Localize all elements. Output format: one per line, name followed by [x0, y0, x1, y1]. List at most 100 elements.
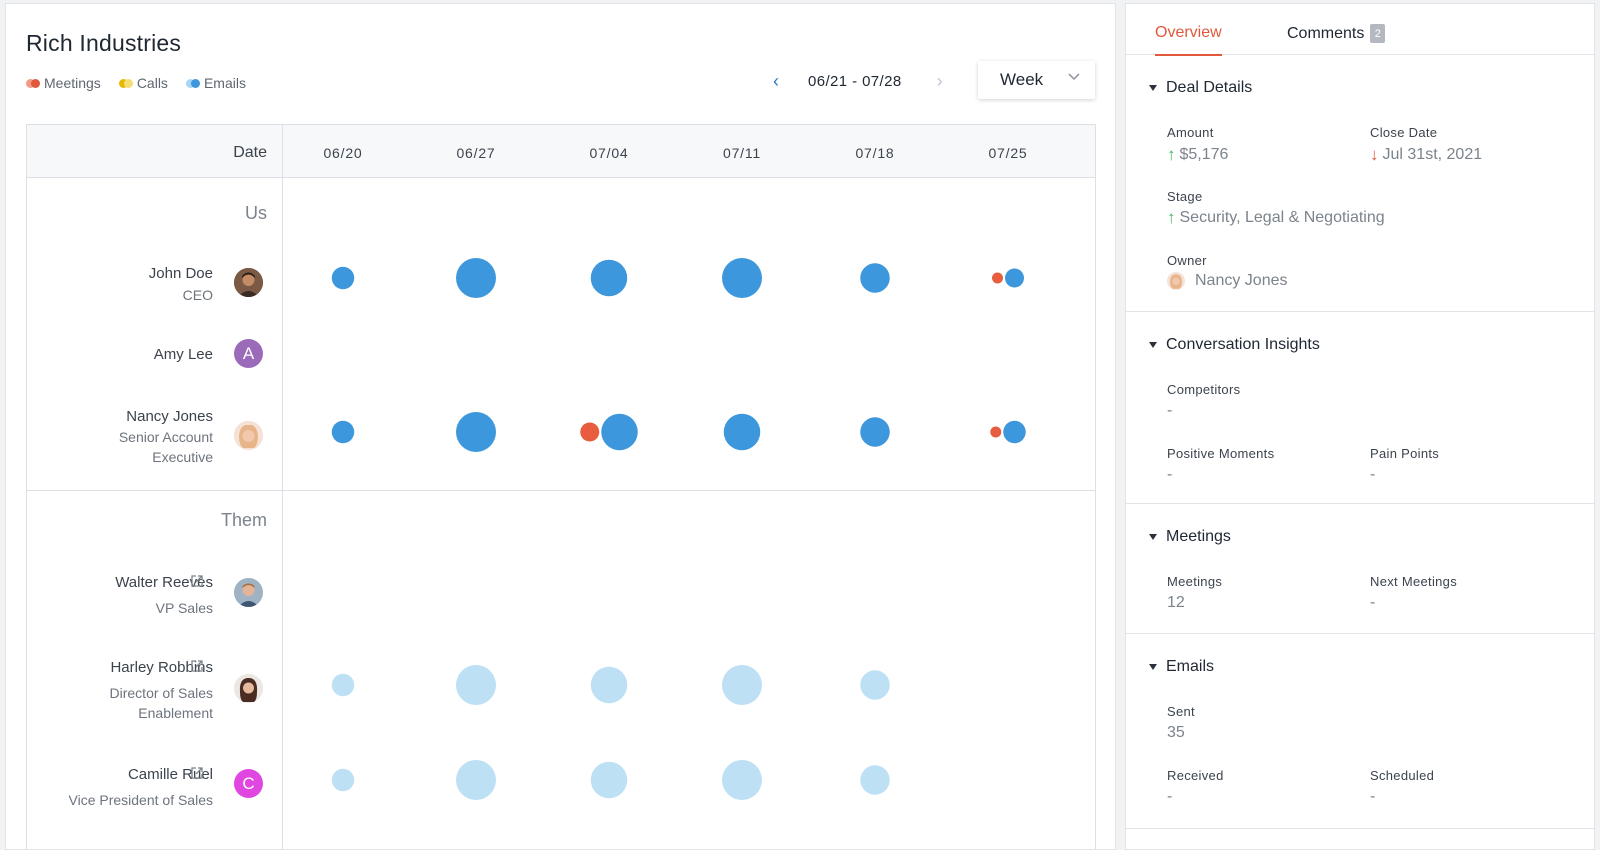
- avatar[interactable]: [234, 578, 263, 607]
- legend-meetings[interactable]: Meetings: [26, 75, 101, 91]
- owner-label: Owner: [1167, 253, 1207, 268]
- arrow-up-icon: ↑: [1167, 145, 1176, 164]
- deal-details-toggle[interactable]: Deal Details: [1149, 79, 1252, 97]
- close-date-value-text: Jul 31st, 2021: [1382, 146, 1483, 163]
- avatar[interactable]: [234, 268, 263, 297]
- period-select[interactable]: Week: [978, 61, 1095, 99]
- pain-points-value: -: [1370, 466, 1376, 483]
- grid-header: Date 06/20 06/27 07/04 07/11 07/18 07/25: [27, 125, 1095, 178]
- email-bubble[interactable]: [722, 665, 762, 705]
- avatar[interactable]: C: [234, 769, 263, 798]
- meeting-bubble[interactable]: [990, 426, 1002, 438]
- meetings-toggle[interactable]: Meetings: [1149, 528, 1231, 546]
- email-bubble[interactable]: [601, 413, 638, 451]
- tab-comments[interactable]: Comments 2: [1287, 24, 1386, 43]
- meeting-bubble[interactable]: [580, 422, 600, 442]
- person-name: Nancy Jones: [126, 408, 213, 425]
- tab-overview[interactable]: Overview: [1155, 24, 1222, 56]
- person-name: Walter Reeves: [115, 574, 213, 591]
- week-column-header: 07/04: [589, 145, 629, 161]
- external-link-icon[interactable]: [190, 659, 204, 673]
- tab-comments-label: Comments: [1287, 24, 1365, 42]
- emails-sent-label: Sent: [1167, 704, 1195, 719]
- date-range-navigator: ‹ 06/21 - 07/28 ›: [766, 66, 950, 96]
- legend-emails[interactable]: Emails: [185, 75, 246, 91]
- person-name-text: Walter Reeves: [115, 574, 213, 591]
- conversation-insights-toggle[interactable]: Conversation Insights: [1149, 336, 1320, 354]
- email-bubble[interactable]: [722, 760, 762, 800]
- sidebar-tabs: Overview Comments 2: [1126, 4, 1594, 56]
- email-bubble[interactable]: [722, 258, 762, 298]
- emails-legend-icon: [185, 78, 200, 88]
- avatar-initial: A: [242, 343, 255, 363]
- calls-legend-icon: [118, 78, 133, 88]
- person-title: Executive: [152, 449, 213, 465]
- meeting-bubble[interactable]: [992, 272, 1003, 284]
- email-bubble[interactable]: [456, 258, 496, 298]
- next-meetings-label: Next Meetings: [1370, 574, 1457, 589]
- positive-moments-label: Positive Moments: [1167, 446, 1275, 461]
- week-column-header: 07/11: [723, 145, 761, 161]
- period-select-value: Week: [1000, 70, 1044, 89]
- avatar[interactable]: [234, 421, 263, 450]
- week-column-header: 07/18: [855, 145, 895, 161]
- activity-bubbles: [331, 258, 1026, 800]
- amount-label: Amount: [1167, 125, 1214, 140]
- avatar[interactable]: [234, 674, 263, 703]
- date-range-label: 06/21 - 07/28: [808, 72, 902, 90]
- meetings-count-value: 12: [1167, 594, 1185, 611]
- emails-section: Emails Sent 35 Received - Scheduled -: [1126, 634, 1594, 829]
- legend-emails-label: Emails: [203, 75, 246, 91]
- email-bubble[interactable]: [331, 673, 355, 697]
- emails-received-label: Received: [1167, 768, 1224, 783]
- person-name: John Doe: [148, 265, 213, 282]
- close-date-value: ↓ Jul 31st, 2021: [1370, 145, 1482, 165]
- stage-value-text: Security, Legal & Negotiating: [1179, 209, 1385, 226]
- chevron-left-icon[interactable]: ‹: [773, 70, 779, 91]
- email-bubble[interactable]: [860, 263, 890, 293]
- meetings-count-label: Meetings: [1167, 574, 1223, 589]
- activity-grid: Date 06/20 06/27 07/04 07/11 07/18 07/25…: [26, 124, 1096, 849]
- legend-calls[interactable]: Calls: [118, 75, 168, 91]
- section-title: Conversation Insights: [1166, 336, 1320, 353]
- avatar[interactable]: A: [234, 339, 263, 368]
- positive-moments-value: -: [1167, 466, 1173, 483]
- email-bubble[interactable]: [456, 665, 496, 705]
- email-bubble[interactable]: [590, 666, 628, 704]
- external-link-icon[interactable]: [190, 574, 204, 588]
- person-title: Vice President of Sales: [68, 792, 214, 808]
- email-bubble[interactable]: [331, 266, 355, 290]
- activity-legend: Meetings Calls Emails: [26, 75, 246, 91]
- week-column-header: 06/27: [456, 145, 496, 161]
- section-title: Emails: [1166, 658, 1215, 675]
- emails-toggle[interactable]: Emails: [1149, 658, 1214, 676]
- owner-value[interactable]: Nancy Jones: [1167, 272, 1288, 290]
- emails-sent-value: 35: [1167, 724, 1185, 741]
- amount-value: ↑ $5,176: [1167, 145, 1228, 165]
- email-bubble[interactable]: [590, 259, 628, 297]
- chevron-right-icon[interactable]: ›: [936, 70, 943, 91]
- email-bubble[interactable]: [456, 412, 496, 452]
- email-bubble[interactable]: [860, 417, 890, 447]
- email-bubble[interactable]: [860, 670, 890, 700]
- emails-scheduled-label: Scheduled: [1370, 768, 1435, 783]
- email-bubble[interactable]: [723, 413, 761, 451]
- email-bubble[interactable]: [1003, 420, 1026, 444]
- external-link-icon[interactable]: [190, 766, 204, 780]
- week-column-header: 06/20: [323, 145, 363, 161]
- email-bubble[interactable]: [456, 760, 496, 800]
- activity-panel: Rich Industries Meetings Calls Emails ‹ …: [5, 3, 1116, 850]
- meetings-section: Meetings Meetings 12 Next Meetings -: [1126, 504, 1594, 634]
- next-meetings-value: -: [1370, 594, 1376, 611]
- email-bubble[interactable]: [860, 765, 890, 795]
- emails-received-value: -: [1167, 788, 1173, 805]
- chevron-down-icon: [1067, 69, 1081, 86]
- email-bubble[interactable]: [590, 761, 628, 799]
- email-bubble[interactable]: [1005, 268, 1024, 288]
- email-bubble[interactable]: [331, 768, 355, 792]
- meetings-legend-icon: [26, 78, 40, 88]
- competitors-label: Competitors: [1167, 382, 1241, 397]
- competitors-value: -: [1167, 402, 1173, 419]
- email-bubble[interactable]: [331, 420, 355, 444]
- amount-value-text: $5,176: [1179, 146, 1229, 163]
